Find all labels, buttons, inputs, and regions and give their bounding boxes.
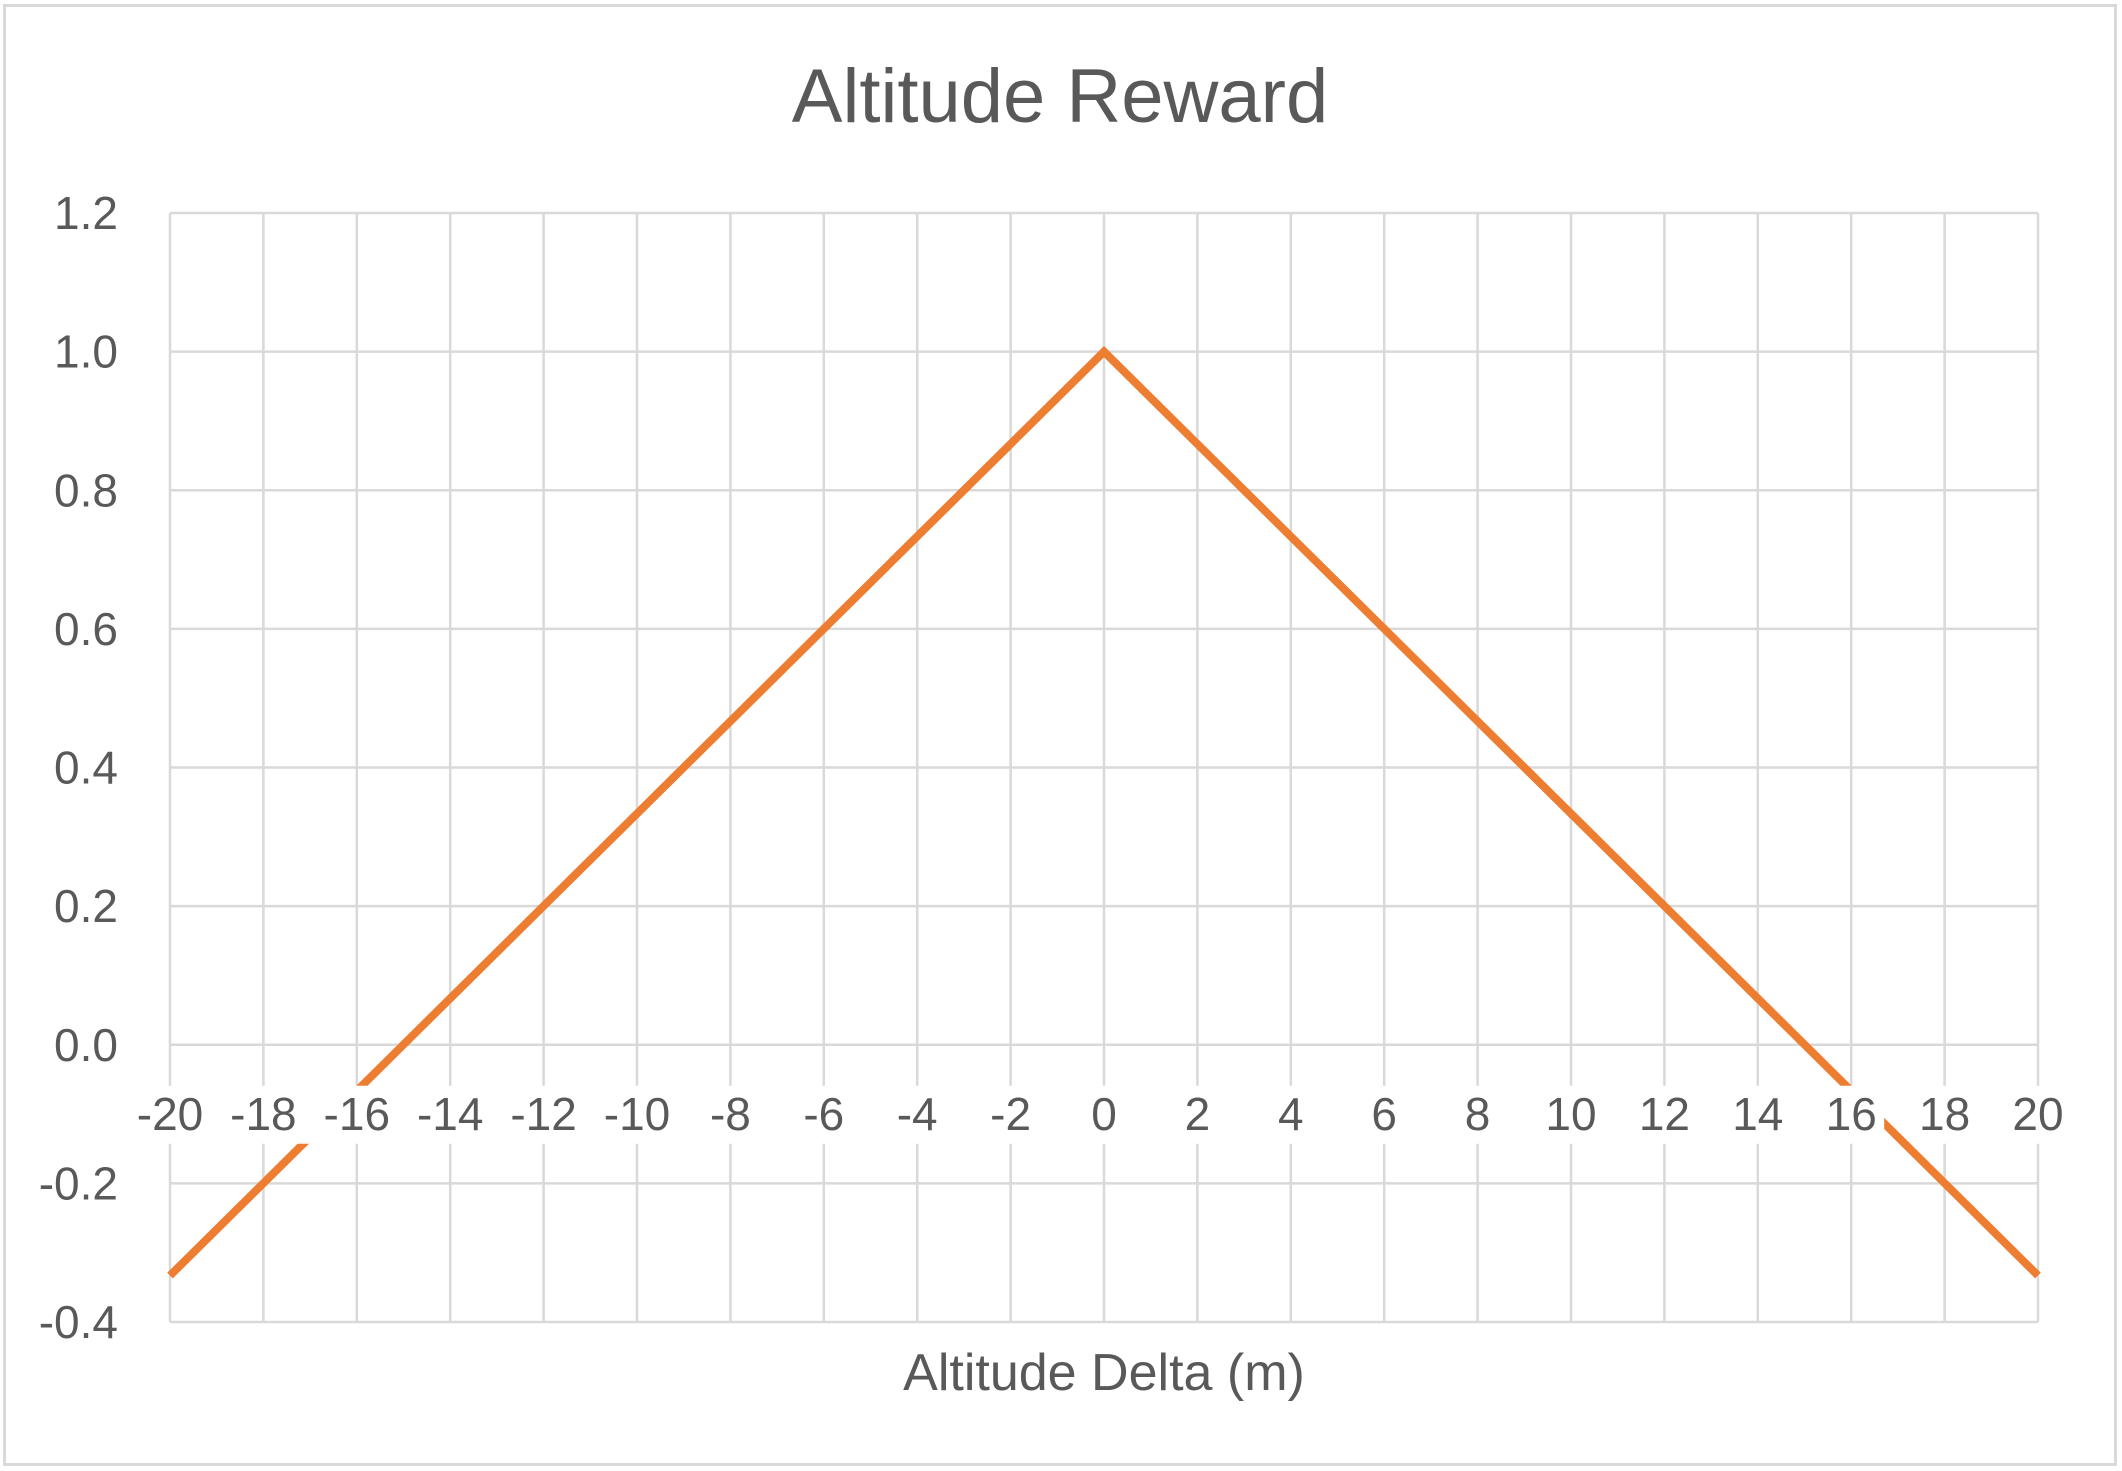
x-tick-label: 8 bbox=[1465, 1088, 1491, 1140]
x-tick-label: -12 bbox=[510, 1088, 576, 1140]
y-tick-label: 1.0 bbox=[54, 326, 118, 378]
x-tick-label-background bbox=[496, 1085, 591, 1144]
y-tick-label: -0.4 bbox=[39, 1296, 118, 1348]
x-tick-label-background bbox=[1538, 1085, 1604, 1144]
x-tick-label: -4 bbox=[897, 1088, 938, 1140]
x-tick-label-background bbox=[403, 1085, 498, 1144]
chart-frame bbox=[3, 4, 2117, 1466]
x-axis-tick-labels: -20 -18 -16 -14 -12 -10 -8 -6 -4 -2 0 2 4 6 8 10 12 14 16 1… bbox=[123, 1085, 2071, 1144]
x-tick-label-background bbox=[884, 1085, 951, 1144]
x-tick-label: 12 bbox=[1639, 1088, 1690, 1140]
x-tick-label: 14 bbox=[1732, 1088, 1783, 1140]
x-tick-label: -6 bbox=[803, 1088, 844, 1140]
x-tick-label-background bbox=[2005, 1085, 2071, 1144]
x-tick-label: -16 bbox=[324, 1088, 390, 1140]
x-tick-label-background bbox=[216, 1085, 311, 1144]
x-tick-label: 18 bbox=[1919, 1088, 1970, 1140]
x-tick-label: -2 bbox=[990, 1088, 1031, 1140]
y-tick-label: 0.8 bbox=[54, 464, 118, 516]
x-tick-label: 4 bbox=[1278, 1088, 1304, 1140]
x-tick-label-background bbox=[1631, 1085, 1698, 1144]
x-tick-label-background bbox=[790, 1085, 857, 1144]
x-tick-label-background bbox=[1178, 1085, 1217, 1144]
x-tick-label-background bbox=[1724, 1085, 1791, 1144]
x-tick-label-background bbox=[1271, 1085, 1310, 1144]
x-tick-label-background bbox=[1085, 1085, 1123, 1144]
series-layer bbox=[167, 345, 2041, 1279]
chart-title: Altitude Reward bbox=[792, 54, 1329, 139]
x-tick-label: 2 bbox=[1185, 1088, 1211, 1140]
x-tick-label: -14 bbox=[417, 1088, 483, 1140]
x-tick-label: 16 bbox=[1826, 1088, 1877, 1140]
x-tick-label-background bbox=[309, 1085, 404, 1144]
x-tick-label: -20 bbox=[137, 1088, 203, 1140]
y-tick-label: 0.4 bbox=[54, 742, 118, 794]
x-tick-label: 0 bbox=[1091, 1088, 1117, 1140]
y-tick-label: 0.6 bbox=[54, 603, 118, 655]
x-tick-label-background bbox=[1911, 1085, 1978, 1144]
y-tick-label: 0.0 bbox=[54, 1019, 118, 1071]
x-tick-label-background bbox=[123, 1085, 217, 1144]
gridlines bbox=[168, 211, 2040, 1324]
x-tick-label-background bbox=[1818, 1085, 1885, 1144]
x-tick-label-background bbox=[1365, 1085, 1404, 1144]
x-tick-label-background bbox=[590, 1085, 684, 1144]
y-axis-tick-labels: 1.2 1.0 0.8 0.6 0.4 0.2 0.0 -0.2 -0.4 bbox=[39, 187, 118, 1348]
y-tick-label: -0.2 bbox=[39, 1157, 118, 1209]
x-tick-label: 10 bbox=[1545, 1088, 1596, 1140]
x-axis-title: Altitude Delta (m) bbox=[903, 1344, 1305, 1402]
x-tick-label: -18 bbox=[230, 1088, 296, 1140]
y-tick-label: 1.2 bbox=[54, 187, 118, 239]
x-tick-label: 6 bbox=[1371, 1088, 1397, 1140]
x-tick-label: 20 bbox=[2012, 1088, 2063, 1140]
series-line bbox=[167, 345, 2041, 1279]
x-tick-label-background bbox=[697, 1085, 764, 1144]
y-tick-label: 0.2 bbox=[54, 880, 118, 932]
x-tick-label: -8 bbox=[710, 1088, 751, 1140]
x-tick-label-background bbox=[1458, 1085, 1497, 1144]
x-tick-label-background bbox=[977, 1085, 1044, 1144]
x-tick-label: -10 bbox=[604, 1088, 670, 1140]
